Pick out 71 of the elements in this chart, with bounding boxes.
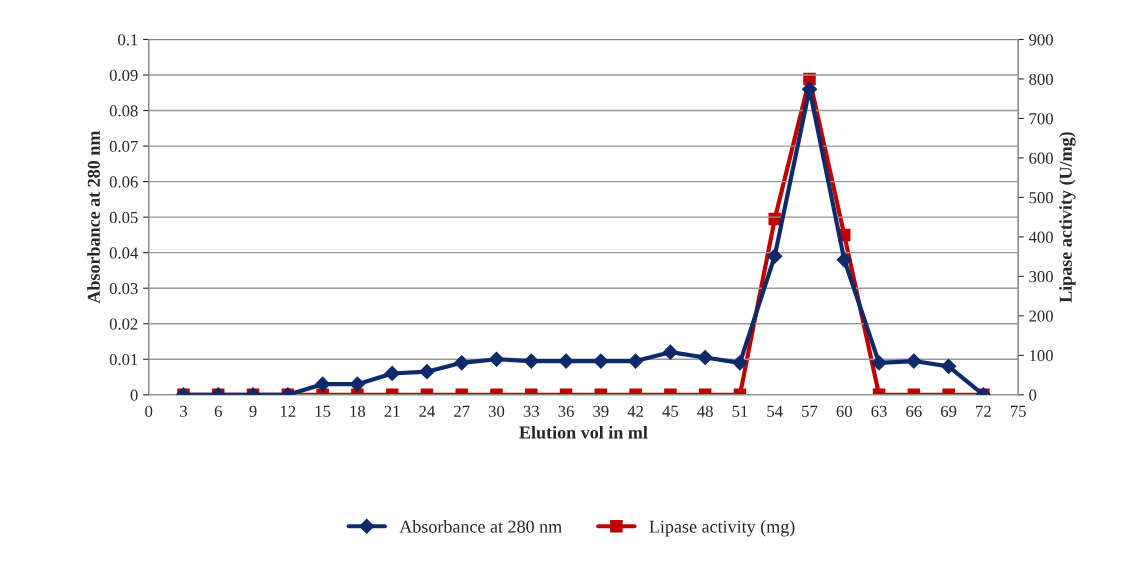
point xyxy=(697,349,713,366)
x-tick-label: 18 xyxy=(350,405,366,417)
legend-label: Absorbance at 280 nm xyxy=(399,520,562,533)
x-tick-label: 66 xyxy=(906,405,922,417)
point xyxy=(906,353,922,369)
point xyxy=(801,81,818,97)
x-axis-title: Elution vol in ml xyxy=(519,425,648,439)
legend-label: Lipase activity (mg) xyxy=(649,520,795,537)
point xyxy=(836,252,852,268)
point xyxy=(419,364,435,380)
x-tick-label: 24 xyxy=(419,405,436,417)
y-tick-label: 0.03 xyxy=(109,282,138,295)
y2-axis-title: Lipase activity (U/mg) xyxy=(1059,132,1076,303)
y2-tick-label: 100 xyxy=(1030,350,1053,362)
y2-tick-label: 600 xyxy=(1029,152,1053,164)
x-tick-label: 15 xyxy=(315,405,331,417)
y2-tick-label: 700 xyxy=(1029,113,1053,125)
point xyxy=(315,376,331,392)
point xyxy=(454,355,470,371)
point xyxy=(558,353,574,369)
y-axis-title: Absorbance at 280 nm xyxy=(87,130,100,304)
y-tick-label: 0.08 xyxy=(109,105,138,117)
x-tick-label: 0 xyxy=(145,405,153,417)
y-tick-label: 0.1 xyxy=(118,34,138,46)
point xyxy=(767,248,783,264)
point xyxy=(488,351,505,367)
y-tick-label: 0.02 xyxy=(109,318,138,330)
x-tick-label: 75 xyxy=(1010,405,1026,417)
x-tick-label: 9 xyxy=(249,405,257,417)
x-tick-label: 27 xyxy=(454,405,470,417)
point xyxy=(871,355,887,371)
y-tick-label: 0.06 xyxy=(109,176,138,188)
y2-tick-label: 400 xyxy=(1028,231,1053,243)
y2-tick-label: 300 xyxy=(1029,271,1053,283)
y-tick-label: 0.05 xyxy=(109,211,138,224)
y2-tick-label: 200 xyxy=(1029,310,1053,322)
x-tick-label: 36 xyxy=(558,405,574,417)
x-tick-label: 21 xyxy=(384,405,400,417)
x-tick-label: 63 xyxy=(871,405,887,417)
x-tick-label: 12 xyxy=(280,405,296,417)
point xyxy=(384,365,400,382)
point xyxy=(593,353,609,369)
x-tick-label: 3 xyxy=(180,405,188,417)
y2-tick-label: 500 xyxy=(1029,192,1053,204)
point xyxy=(349,376,365,392)
x-tick-label: 72 xyxy=(976,405,991,417)
x-tick-label: 42 xyxy=(627,405,644,417)
x-tick-label: 51 xyxy=(732,405,748,417)
y-tick-label: 0.04 xyxy=(109,247,139,259)
x-tick-label: 48 xyxy=(697,405,713,417)
point xyxy=(941,358,957,374)
point xyxy=(662,344,678,360)
x-tick-label: 39 xyxy=(593,405,609,417)
y2-tick-label: 0 xyxy=(1029,389,1037,401)
y-tick-label: 0 xyxy=(130,389,138,401)
point xyxy=(732,355,748,371)
x-tick-label: 57 xyxy=(802,405,818,417)
x-tick-label: 30 xyxy=(488,405,505,417)
x-tick-label: 33 xyxy=(523,405,539,417)
x-tick-label: 60 xyxy=(836,405,852,417)
point xyxy=(628,353,644,369)
point xyxy=(523,353,539,369)
y-tick-label: 0.07 xyxy=(109,140,138,153)
x-tick-label: 6 xyxy=(214,405,222,417)
y2-tick-label: 900 xyxy=(1029,34,1053,46)
y-tick-label: 0.01 xyxy=(109,353,138,366)
y-tick-label: 0.09 xyxy=(109,69,138,82)
x-tick-label: 54 xyxy=(767,405,783,417)
x-tick-label: 69 xyxy=(940,405,957,417)
x-tick-label: 45 xyxy=(662,405,679,417)
y2-tick-label: 800 xyxy=(1029,73,1053,85)
